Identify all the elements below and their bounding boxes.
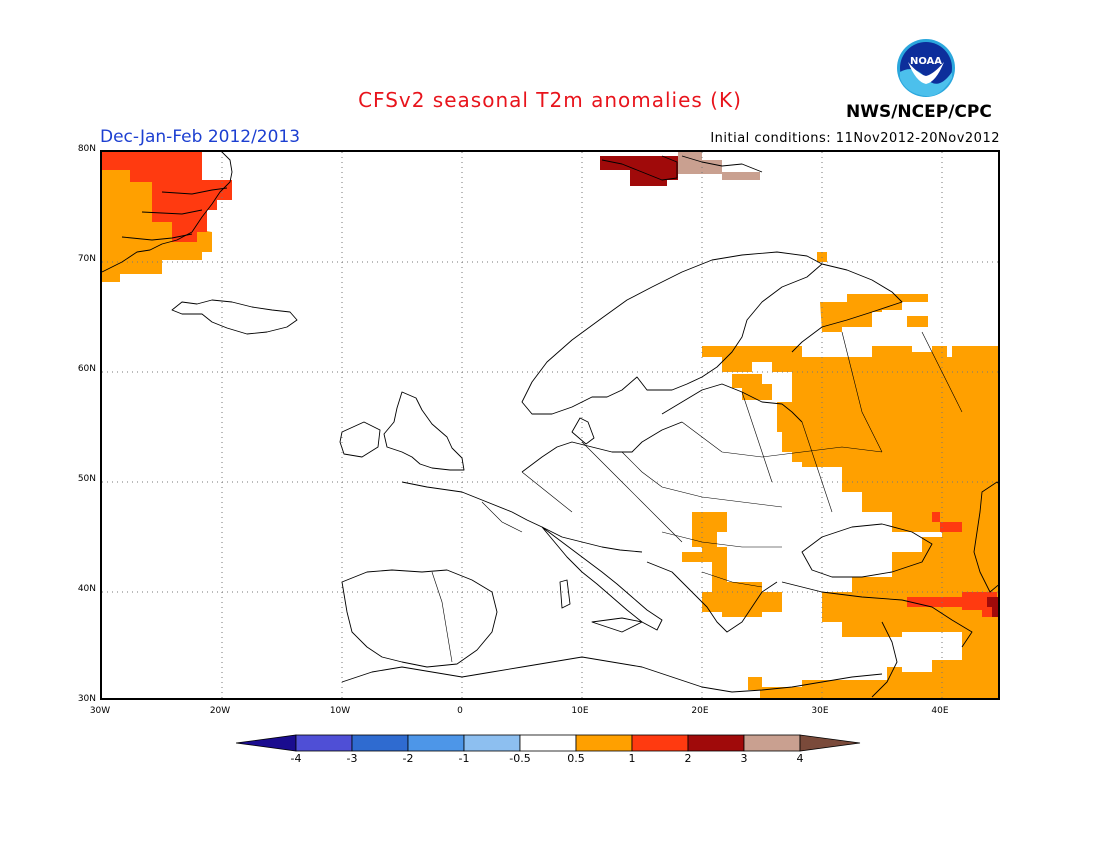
colorbar: [235, 734, 864, 756]
colorbar-swatch-2: [351, 734, 409, 752]
lat-label-70n: 70N: [77, 254, 96, 264]
map-canvas: [102, 152, 998, 698]
lon-label-30w: 30W: [89, 706, 111, 716]
anomaly-russia-orange: [682, 252, 998, 698]
lon-label-0: 0: [457, 706, 463, 716]
agency-label: NWS/NCEP/CPC: [846, 102, 992, 122]
colorbar-swatch-7: [631, 734, 689, 752]
map-title: CFSv2 seasonal T2m anomalies (K): [358, 88, 742, 112]
colorbar-label-m05: -0.5: [509, 752, 531, 765]
noaa-logo: NOAA: [896, 38, 956, 102]
lat-label-80n: 80N: [77, 144, 96, 154]
colorbar-label-m3: -3: [346, 752, 358, 765]
initial-conditions: Initial conditions: 11Nov2012-20Nov2012: [710, 131, 1000, 146]
lon-label-30e: 30E: [811, 706, 829, 716]
lat-label-50n: 50N: [77, 474, 96, 484]
colorbar-swatch-5: [519, 734, 577, 752]
lat-label-40n: 40N: [77, 584, 96, 594]
colorbar-label-p1: 1: [628, 752, 636, 765]
lon-label-10e: 10E: [571, 706, 589, 716]
colorbar-swatch-1: [295, 734, 353, 752]
colorbar-swatch-9: [743, 734, 801, 752]
coastlines: [102, 152, 998, 698]
colorbar-label-m4: -4: [290, 752, 302, 765]
colorbar-label-p05: 0.5: [567, 752, 585, 765]
anomaly-greenland-red: [102, 152, 232, 242]
lat-label-30n: 30N: [77, 694, 96, 704]
anomaly-svalbard-brown: [678, 152, 760, 180]
colorbar-label-p3: 3: [740, 752, 748, 765]
lon-label-10w: 10W: [329, 706, 351, 716]
colorbar-swatch-4: [463, 734, 521, 752]
anomaly-shading: [102, 152, 998, 698]
lon-label-20e: 20E: [691, 706, 709, 716]
colorbar-arrow-right: [799, 734, 861, 752]
lon-label-40e: 40E: [931, 706, 949, 716]
anomaly-caucasus-darkred: [987, 597, 998, 617]
colorbar-label-m1: -1: [458, 752, 470, 765]
colorbar-swatch-6: [575, 734, 633, 752]
colorbar-arrow-left: [235, 734, 297, 752]
lat-label-60n: 60N: [77, 364, 96, 374]
colorbar-label-m2: -2: [402, 752, 414, 765]
map-area: [100, 150, 1000, 700]
colorbar-swatch-3: [407, 734, 465, 752]
country-borders: [431, 331, 963, 663]
colorbar-swatch-8: [687, 734, 745, 752]
colorbar-svg: [235, 734, 861, 752]
logo-text: NOAA: [910, 56, 942, 67]
colorbar-label-p4: 4: [796, 752, 804, 765]
colorbar-label-p2: 2: [684, 752, 692, 765]
lon-label-20w: 20W: [209, 706, 231, 716]
forecast-period: Dec-Jan-Feb 2012/2013: [100, 127, 301, 147]
